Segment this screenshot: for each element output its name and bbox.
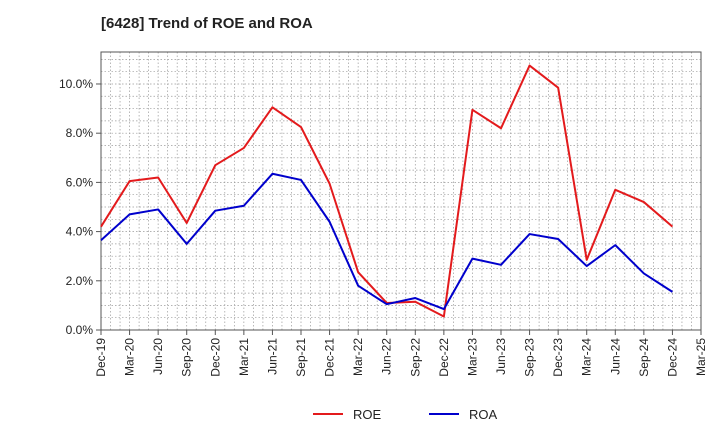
y-tick-label: 6.0%	[66, 175, 94, 189]
x-tick-label: Dec-19	[94, 338, 108, 377]
roa-line	[100, 172, 673, 311]
legend: ROE ROA	[313, 407, 498, 422]
roa-legend-label: ROA	[469, 407, 498, 422]
x-tick-label: Sep-24	[637, 338, 651, 377]
plot-area	[100, 51, 702, 331]
grid-lines	[101, 52, 701, 330]
x-tick-label: Sep-21	[294, 338, 308, 377]
x-tick-label: Sep-23	[523, 338, 537, 377]
x-tick-label: Mar-24	[580, 338, 594, 376]
x-tick-label: Mar-21	[237, 338, 251, 376]
y-tick-label: 10.0%	[59, 77, 93, 91]
x-tick-label: Sep-20	[180, 338, 194, 377]
x-tick-label: Dec-23	[551, 338, 565, 377]
x-tick-label: Dec-20	[208, 338, 222, 377]
y-tick-label: 0.0%	[66, 323, 94, 337]
x-tick-label: Dec-24	[665, 338, 679, 377]
chart-title: [6428] Trend of ROE and ROA	[101, 15, 313, 32]
x-tick-label: Jun-24	[608, 338, 622, 375]
y-tick-label: 8.0%	[66, 126, 94, 140]
x-tick-label: Jun-20	[151, 338, 165, 375]
x-tick-label: Mar-20	[123, 338, 137, 376]
x-tick-label: Mar-25	[694, 338, 708, 376]
roe-line	[100, 64, 674, 318]
x-tick-label: Jun-22	[380, 338, 394, 375]
y-tick-label: 2.0%	[66, 274, 94, 288]
x-axis: Dec-19 Mar-20 Jun-20 Sep-20 Dec-20 Mar-21 Jun-…	[94, 330, 708, 377]
x-tick-label: Dec-21	[323, 338, 337, 377]
series-lines	[100, 64, 674, 318]
x-tick-label: Dec-22	[437, 338, 451, 377]
x-tick-label: Jun-23	[494, 338, 508, 375]
x-tick-label: Mar-22	[351, 338, 365, 376]
x-tick-label: Sep-22	[408, 338, 422, 377]
y-axis: 0.0% 2.0% 4.0% 6.0% 8.0% 10.0%	[59, 77, 101, 337]
x-tick-label: Jun-21	[265, 338, 279, 375]
x-tick-label: Mar-23	[465, 338, 479, 376]
roe-legend-label: ROE	[353, 407, 382, 422]
y-tick-label: 4.0%	[66, 225, 94, 239]
